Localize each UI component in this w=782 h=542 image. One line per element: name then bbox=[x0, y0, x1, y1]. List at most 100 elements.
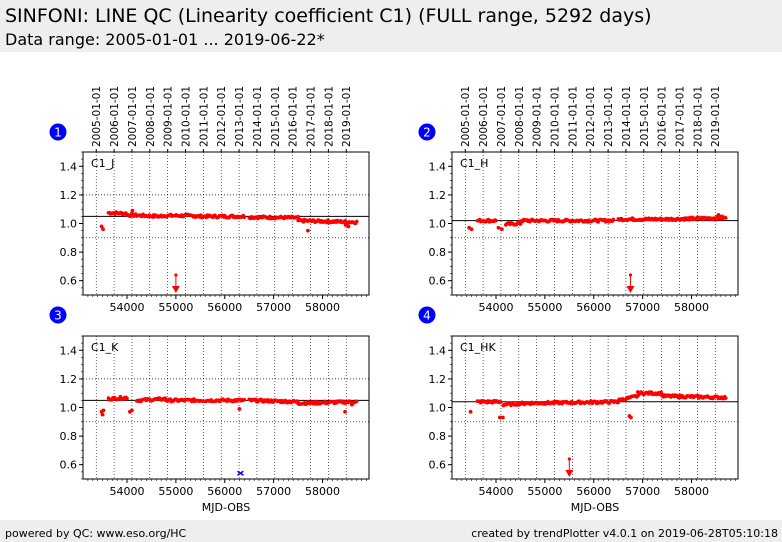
panel-series-label: C1_H bbox=[460, 157, 488, 170]
x-tick-label: 55000 bbox=[527, 485, 562, 498]
panel-badge-circle bbox=[49, 306, 67, 324]
panel-series-label: C1_HK bbox=[460, 341, 496, 354]
data-point bbox=[496, 225, 501, 230]
y-tick-label: 1.0 bbox=[60, 402, 78, 415]
data-point bbox=[349, 402, 354, 407]
y-tick-label: 0.8 bbox=[429, 430, 447, 443]
top-date-label: 2016-01-01 bbox=[288, 86, 300, 147]
outlier-arrow-origin bbox=[567, 457, 571, 461]
data-point bbox=[305, 228, 310, 233]
top-date-label: 2014-01-01 bbox=[621, 86, 633, 147]
data-point bbox=[354, 399, 359, 404]
data-point bbox=[498, 415, 502, 420]
x-tick-label: 58000 bbox=[674, 485, 709, 498]
data-point bbox=[611, 217, 616, 222]
x-tick-label: 57000 bbox=[625, 485, 660, 498]
top-date-label: 2017-01-01 bbox=[306, 86, 318, 147]
y-tick-label: 1.0 bbox=[429, 402, 447, 415]
top-date-label: 2015-01-01 bbox=[270, 86, 282, 147]
data-point bbox=[343, 223, 348, 227]
data-point bbox=[129, 408, 134, 413]
header-bar: SINFONI: LINE QC (Linearity coefficient … bbox=[0, 0, 782, 52]
y-tick-label: 0.8 bbox=[60, 430, 78, 443]
x-tick-label: 54000 bbox=[110, 485, 145, 498]
top-date-label: 2011-01-01 bbox=[198, 86, 210, 147]
y-tick-label: 1.4 bbox=[60, 344, 78, 357]
data-point bbox=[242, 397, 247, 402]
data-point bbox=[99, 224, 104, 229]
data-point bbox=[296, 214, 300, 219]
footer-powered-by[interactable]: powered by QC: www.eso.org/HC bbox=[5, 527, 187, 540]
panel-badge-number: 1 bbox=[54, 126, 62, 140]
x-axis-label: MJD-OBS bbox=[202, 501, 250, 514]
top-date-label: 2007-01-01 bbox=[127, 86, 139, 147]
data-point bbox=[242, 215, 247, 220]
y-tick-label: 1.0 bbox=[60, 218, 78, 231]
data-point bbox=[518, 222, 523, 226]
x-tick-label: 58000 bbox=[305, 301, 340, 314]
data-point bbox=[125, 396, 129, 401]
top-date-label: 2010-01-01 bbox=[550, 86, 562, 147]
top-date-label: 2013-01-01 bbox=[234, 86, 246, 147]
y-tick-label: 1.2 bbox=[60, 373, 78, 386]
top-date-label: 2012-01-01 bbox=[216, 86, 228, 147]
y-tick-label: 1.4 bbox=[60, 160, 78, 173]
y-tick-label: 0.6 bbox=[429, 459, 447, 472]
x-tick-label: 55000 bbox=[158, 485, 193, 498]
top-date-label: 2012-01-01 bbox=[585, 86, 597, 147]
y-tick-label: 1.4 bbox=[429, 160, 447, 173]
x-tick-label: 58000 bbox=[674, 301, 709, 314]
top-date-label: 2005-01-01 bbox=[460, 86, 472, 147]
x-tick-label: 55000 bbox=[527, 301, 562, 314]
top-date-label: 2018-01-01 bbox=[692, 86, 704, 147]
data-point bbox=[719, 214, 724, 219]
top-date-label: 2016-01-01 bbox=[657, 86, 669, 147]
x-tick-label: 58000 bbox=[305, 485, 340, 498]
plot-frame bbox=[451, 151, 739, 296]
panel-badge-number: 2 bbox=[423, 126, 431, 140]
outlier-arrow-head bbox=[171, 286, 180, 293]
y-tick-label: 0.8 bbox=[60, 246, 78, 259]
top-date-label: 2008-01-01 bbox=[514, 86, 526, 147]
y-tick-label: 1.2 bbox=[429, 189, 447, 202]
top-date-label: 2019-01-01 bbox=[341, 86, 353, 147]
panel-badge-circle bbox=[418, 123, 436, 141]
top-date-label: 2013-01-01 bbox=[603, 86, 615, 147]
data-point bbox=[723, 216, 728, 220]
x-tick-label: 57000 bbox=[256, 301, 291, 314]
data-point bbox=[468, 409, 473, 414]
outlier-arrow-head bbox=[565, 470, 574, 477]
top-date-label: 2009-01-01 bbox=[163, 86, 175, 147]
y-tick-label: 1.4 bbox=[429, 344, 447, 357]
plot-frame bbox=[82, 335, 370, 480]
x-tick-label: 56000 bbox=[207, 301, 242, 314]
panel-badge-circle bbox=[418, 306, 436, 324]
top-date-label: 2018-01-01 bbox=[323, 86, 335, 147]
x-tick-label: 54000 bbox=[479, 301, 514, 314]
top-date-label: 2015-01-01 bbox=[639, 86, 651, 147]
top-date-label: 2008-01-01 bbox=[145, 86, 157, 147]
x-tick-label: 55000 bbox=[158, 301, 193, 314]
data-point bbox=[101, 408, 106, 413]
y-tick-label: 1.2 bbox=[429, 373, 447, 386]
x-tick-label: 56000 bbox=[207, 485, 242, 498]
data-point bbox=[100, 412, 105, 417]
top-date-label: 2005-01-01 bbox=[91, 86, 103, 147]
data-point bbox=[499, 227, 504, 232]
data-point bbox=[354, 219, 359, 224]
data-point bbox=[629, 415, 633, 420]
plot-frame bbox=[451, 335, 739, 480]
data-point bbox=[499, 400, 503, 404]
y-tick-label: 0.6 bbox=[60, 275, 78, 288]
top-date-label: 2019-01-01 bbox=[710, 86, 722, 147]
data-point bbox=[237, 407, 242, 411]
y-tick-label: 0.6 bbox=[60, 459, 78, 472]
outlier-arrow-origin bbox=[628, 273, 633, 277]
panel-series-label: C1_J bbox=[91, 157, 114, 170]
outlier-arrow-head bbox=[626, 286, 635, 293]
data-point bbox=[500, 415, 505, 420]
top-date-label: 2011-01-01 bbox=[567, 86, 579, 147]
data-point bbox=[716, 213, 721, 217]
x-tick-label: 57000 bbox=[256, 485, 291, 498]
x-tick-label: 56000 bbox=[576, 301, 611, 314]
